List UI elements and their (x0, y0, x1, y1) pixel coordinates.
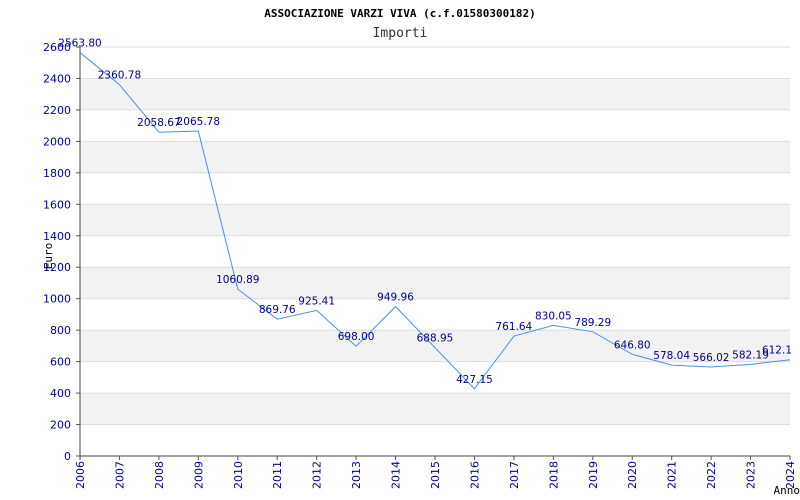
grid-band (80, 330, 790, 362)
x-tick-label: 2023 (745, 461, 758, 489)
y-tick-label: 2400 (43, 72, 71, 85)
y-tick-label: 1600 (43, 198, 71, 211)
y-tick-labels: 0 200 400 600 800 1000 1200 1400 1600 1800 2000 220… (43, 41, 71, 463)
data-label: 2563.80 (58, 38, 101, 50)
x-tick-label: 2011 (271, 461, 284, 489)
chart-title: ASSOCIAZIONE VARZI VIVA (c.f.01580300182… (264, 7, 536, 20)
y-tick-label: 2000 (43, 135, 71, 148)
data-label: 869.76 (259, 304, 296, 316)
data-label: 612.1 (762, 345, 792, 357)
data-label: 646.80 (614, 339, 651, 351)
x-tick-label: 2014 (390, 461, 403, 489)
data-label: 566.02 (693, 352, 730, 364)
x-tick-label: 2020 (626, 461, 639, 489)
x-tick-label: 2013 (350, 461, 363, 489)
series-line (79, 52, 791, 390)
y-tick-label: 800 (50, 324, 71, 337)
y-tick-label: 2200 (43, 104, 71, 117)
x-tick-label: 2007 (113, 461, 126, 489)
grid-bands (80, 78, 790, 425)
grid-lines (76, 46, 790, 457)
data-label: 949.96 (377, 292, 414, 304)
data-series (79, 52, 791, 390)
x-tick-label: 2019 (587, 461, 600, 489)
y-tick-label: 2600 (43, 41, 71, 54)
data-label: 925.41 (298, 295, 335, 307)
grid-band (80, 78, 790, 110)
data-label: 1060.89 (216, 274, 259, 286)
data-label: 582.19 (732, 349, 769, 361)
x-tick-label: 2016 (468, 461, 481, 489)
x-tick-labels: 2006 2007 2008 2009 2010 2011 2012 2013 2014 2015… (74, 456, 797, 489)
y-tick-label: 1200 (43, 261, 71, 274)
y-tick-label: 1000 (43, 293, 71, 306)
data-label: 427.15 (456, 374, 493, 386)
x-tick-label: 2018 (547, 461, 560, 489)
grid-band (80, 141, 790, 173)
x-tick-label: 2008 (153, 461, 166, 489)
data-label: 761.64 (496, 321, 533, 333)
grid-band (80, 393, 790, 425)
data-label: 830.05 (535, 310, 572, 322)
data-label: 688.95 (417, 333, 454, 345)
x-tick-label: 2009 (192, 461, 205, 489)
data-label: 2058.67 (137, 117, 180, 129)
x-tick-label: 2010 (232, 461, 245, 489)
chart-subtitle: Importi (373, 26, 428, 41)
data-label: 789.29 (574, 317, 611, 329)
y-tick-label: 1400 (43, 230, 71, 243)
data-label: 2360.78 (98, 70, 141, 82)
y-tick-label: 0 (64, 450, 71, 463)
y-tick-label: 1800 (43, 167, 71, 180)
x-tick-label: 2022 (705, 461, 718, 489)
x-tick-label: 2021 (666, 461, 679, 489)
grid-band (80, 204, 790, 236)
y-tick-label: 200 (50, 419, 71, 432)
x-tick-label: 2012 (311, 461, 324, 489)
x-axis-label: Anno (774, 484, 800, 497)
data-label: 578.04 (653, 350, 690, 362)
x-tick-label: 2024 (784, 461, 797, 489)
x-tick-label: 2006 (74, 461, 87, 489)
x-tick-label: 2017 (508, 461, 521, 489)
y-axis-label: Euro (42, 243, 55, 270)
grid-band (80, 267, 790, 299)
x-tick-label: 2015 (429, 461, 442, 489)
y-tick-label: 600 (50, 356, 71, 369)
y-tick-label: 400 (50, 387, 71, 400)
data-label: 698.00 (338, 331, 375, 343)
data-label: 2065.78 (177, 116, 220, 128)
